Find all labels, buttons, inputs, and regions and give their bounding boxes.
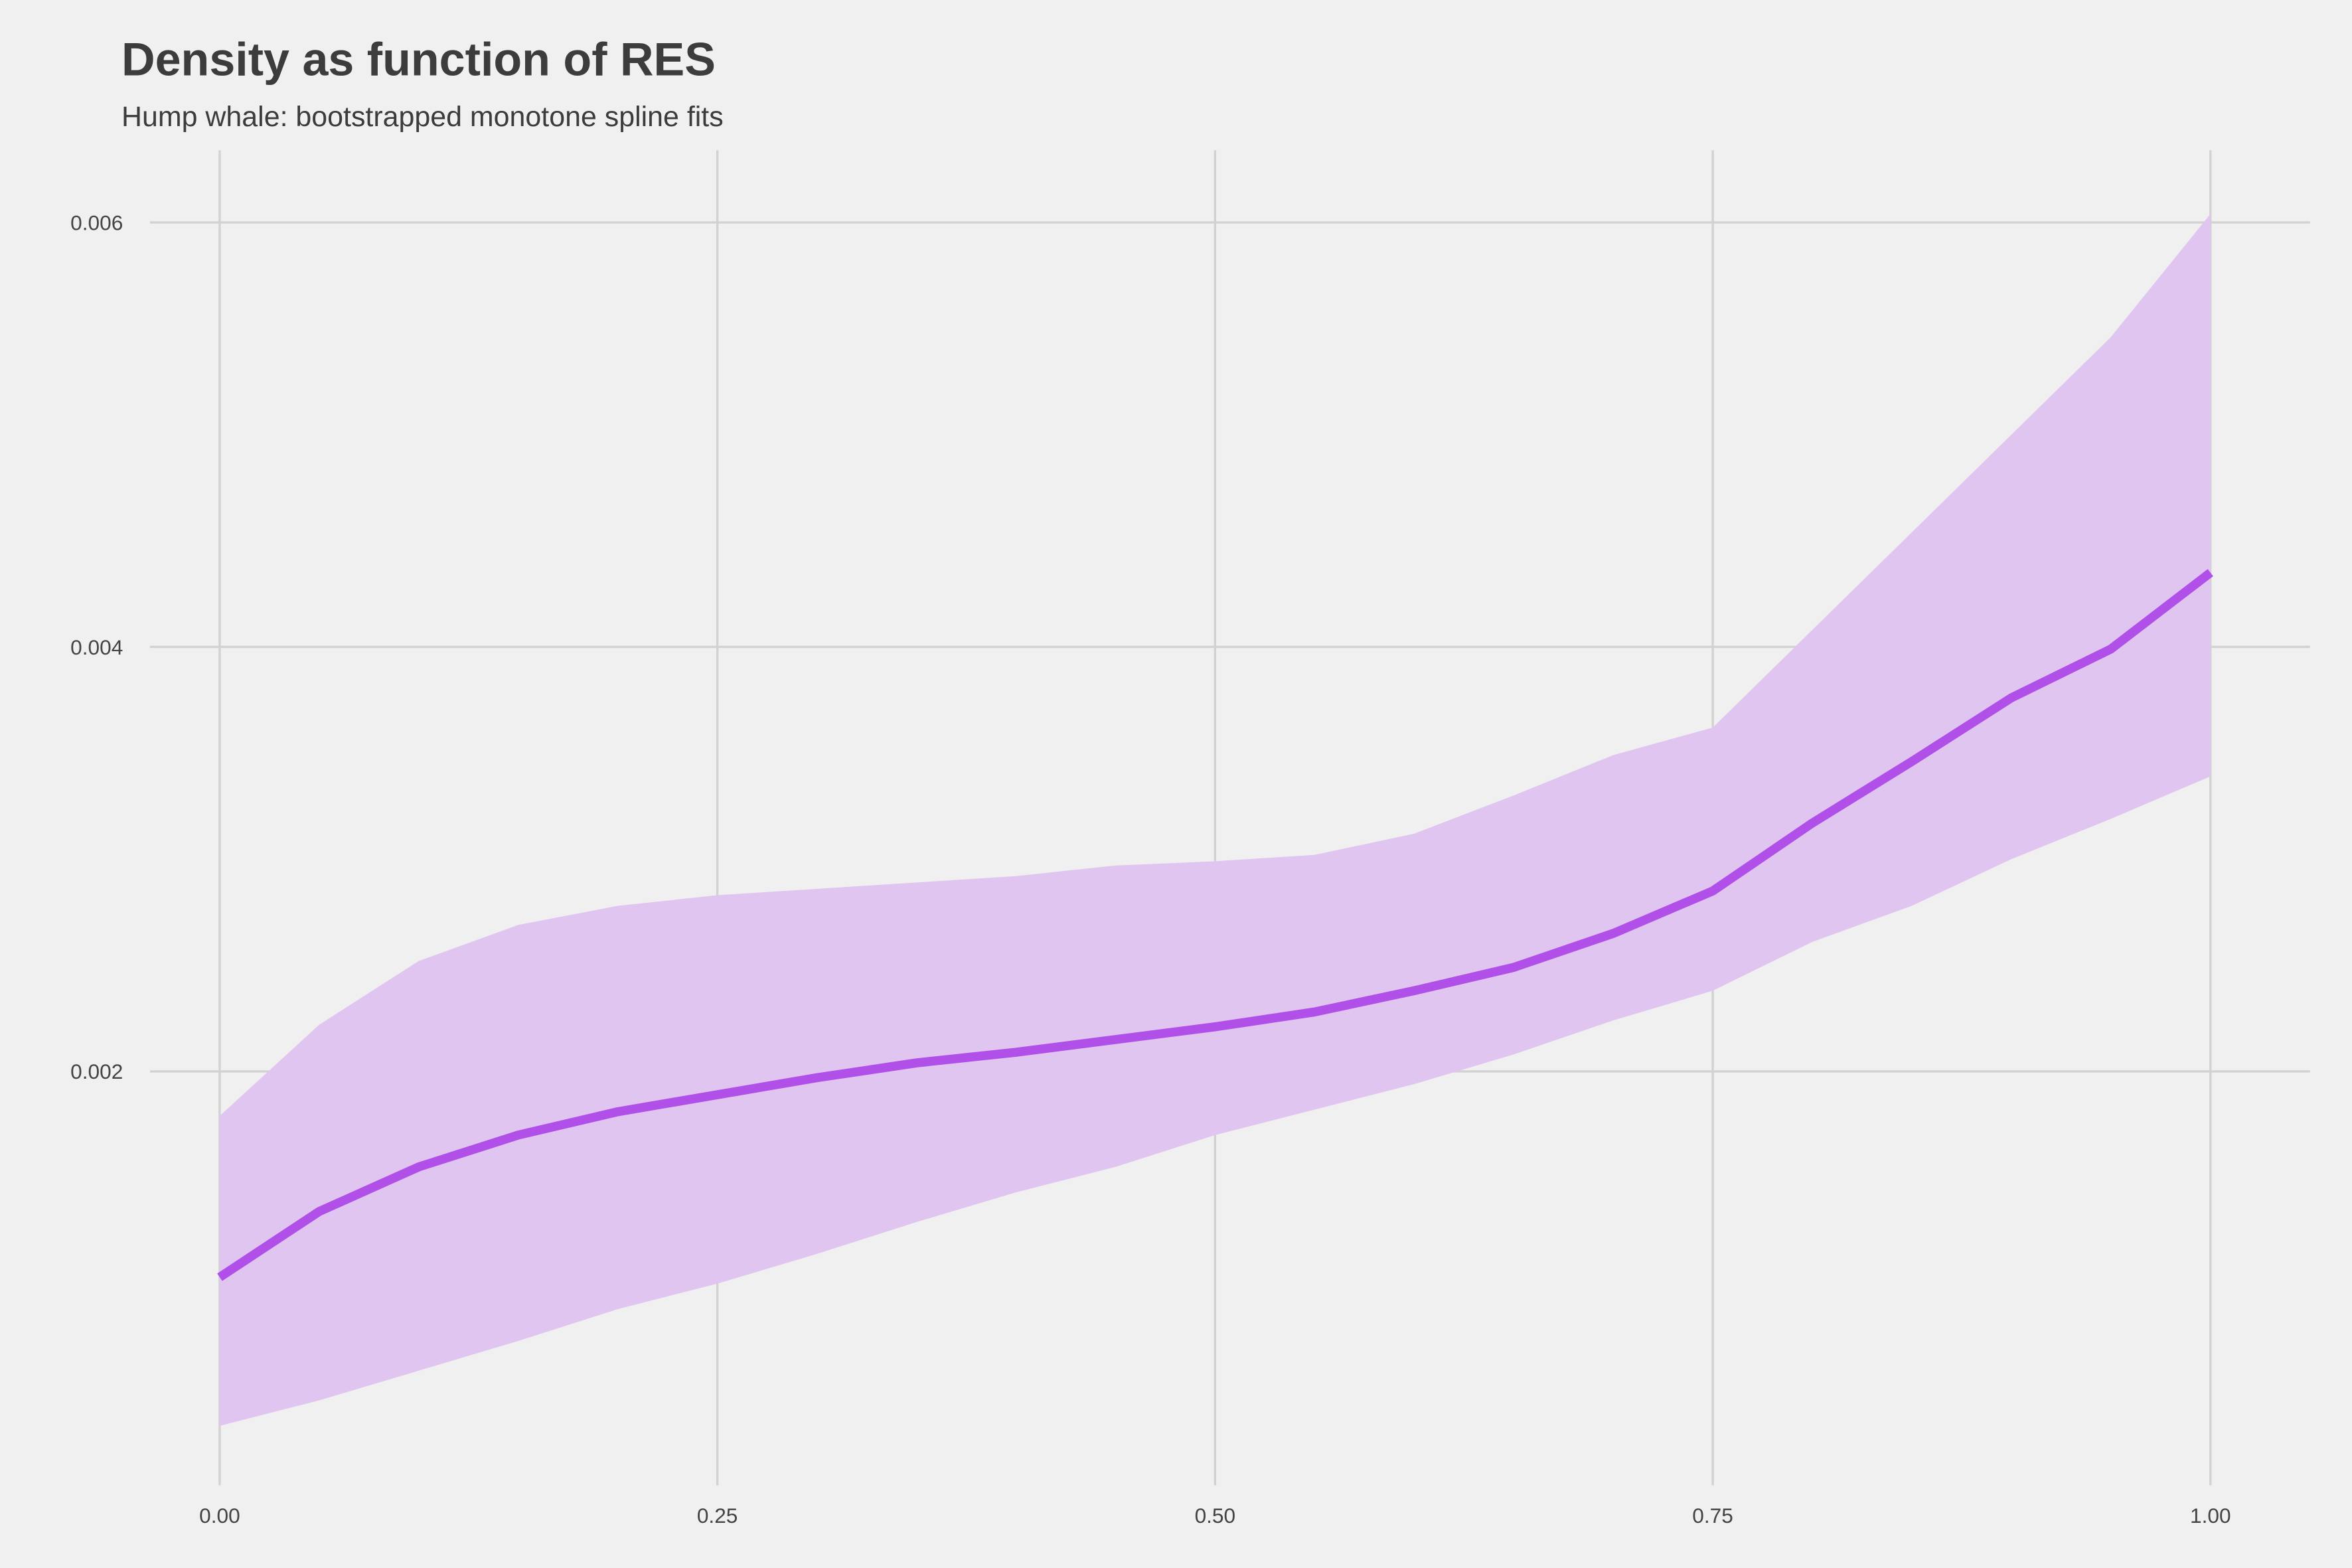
chart-title: Density as function of RES [121, 33, 716, 85]
y-tick-label: 0.002 [70, 1059, 123, 1083]
chart-subtitle: Hump whale: bootstrapped monotone spline… [121, 101, 724, 133]
x-tick-label: 0.25 [697, 1504, 738, 1528]
x-tick-label: 0.50 [1195, 1504, 1236, 1528]
x-tick-label: 0.75 [1692, 1504, 1733, 1528]
confidence-band [219, 214, 2211, 1426]
x-tick-label: 0.00 [199, 1504, 240, 1528]
y-tick-label: 0.004 [70, 635, 123, 659]
y-tick-label: 0.006 [70, 210, 123, 234]
fit-line [217, 569, 2213, 1281]
x-tick-label: 1.00 [2190, 1504, 2231, 1528]
